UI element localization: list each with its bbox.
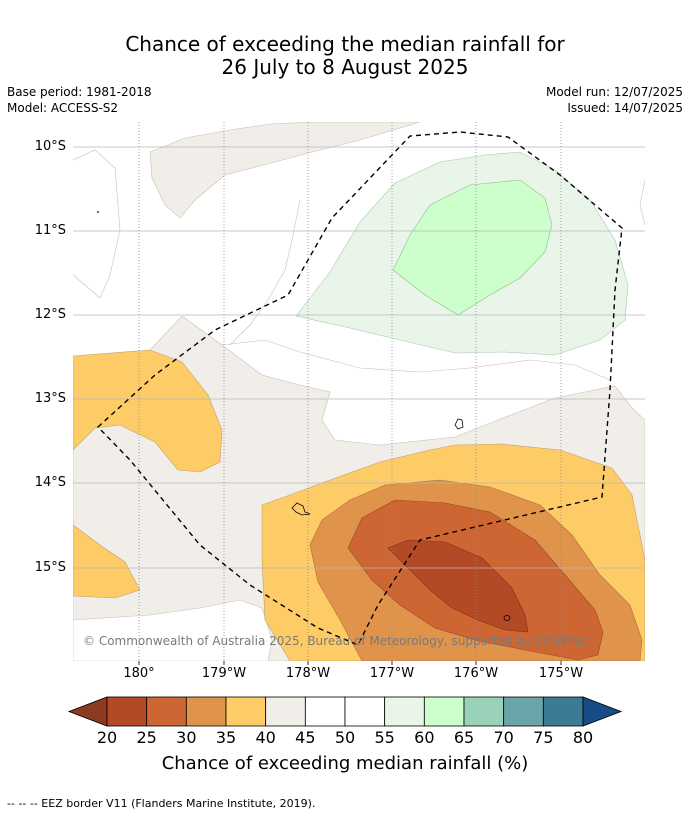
contour-line-east <box>639 179 645 226</box>
colorbar-segment <box>304 696 346 727</box>
colorbar-tick-label: 25 <box>136 728 157 747</box>
colorbar-segment <box>344 696 386 727</box>
colorbar-segment <box>265 696 306 727</box>
colorbar-segment <box>503 696 544 727</box>
lon-label-175w: 175°W <box>538 666 584 681</box>
contour-35-40-sw <box>73 524 141 599</box>
map-area: © Commonwealth of Australia 2025, Bureau… <box>73 122 645 661</box>
contour-line-mid <box>229 199 301 346</box>
base-period: Base period: 1981-2018 <box>7 85 152 99</box>
colorbar <box>67 696 623 727</box>
colorbar-tick-label: 40 <box>255 728 276 747</box>
colorbar-over-arrow <box>582 696 623 727</box>
colorbar-tick-label: 45 <box>295 728 316 747</box>
lon-label-179w: 179°W <box>201 666 247 681</box>
colorbar-segment <box>185 696 227 727</box>
model-run: Model run: 12/07/2025 <box>545 85 683 99</box>
eez-border <box>96 131 623 646</box>
lat-label-13s: 13°S <box>34 391 66 406</box>
axis-ticks <box>138 661 562 665</box>
colorbar-segment <box>384 696 425 727</box>
colorbar-tick-label: 55 <box>374 728 395 747</box>
lat-label-15s: 15°S <box>34 560 66 575</box>
colorbar-segment <box>542 696 584 727</box>
model-name: Model: ACCESS-S2 <box>7 101 119 115</box>
island-dot <box>97 211 99 213</box>
colorbar-tick-label: 60 <box>414 728 435 747</box>
colorbar-segment <box>423 696 465 727</box>
colorbar-tick-label: 70 <box>493 728 514 747</box>
colorbar-tick-label: 35 <box>215 728 237 747</box>
contour-line-north <box>73 149 121 299</box>
colorbar-under-arrow <box>67 696 108 727</box>
eez-footnote: -- -- -- EEZ border V11 (Flanders Marine… <box>7 797 316 810</box>
colorbar-tick-label: 80 <box>572 728 594 747</box>
lat-label-11s: 11°S <box>34 223 66 238</box>
island-west <box>291 502 311 516</box>
lon-label-180: 180° <box>123 666 155 681</box>
contour-35-40-west <box>73 349 223 473</box>
contour-20-25 <box>387 539 529 633</box>
colorbar-tick-label: 50 <box>334 728 356 747</box>
colorbar-segment <box>225 696 267 727</box>
lat-label-12s: 12°S <box>34 307 66 322</box>
copyright-note: © Commonwealth of Australia 2025, Bureau… <box>83 634 588 648</box>
map-title-line1: Chance of exceeding the median rainfall … <box>125 32 565 56</box>
colorbar-segment <box>463 696 505 727</box>
colorbar-title: Chance of exceeding median rainfall (%) <box>161 753 529 774</box>
lon-label-177w: 177°W <box>369 666 415 681</box>
colorbar-tick-label: 65 <box>453 728 475 747</box>
lon-label-178w: 178°W <box>285 666 331 681</box>
lat-label-14s: 14°S <box>34 475 66 490</box>
contour-40-45-north <box>149 122 421 219</box>
island-north <box>454 418 464 430</box>
lat-label-10s: 10°S <box>34 139 66 154</box>
issued-date: Issued: 14/07/2025 <box>567 101 683 115</box>
colorbar-segment <box>146 696 187 727</box>
colorbar-tick-label: 75 <box>533 728 554 747</box>
map-title-line2: 26 July to 8 August 2025 <box>221 55 469 79</box>
colorbar-segment <box>106 696 148 727</box>
island-south <box>503 615 511 621</box>
latitude-gridlines <box>73 146 645 569</box>
colorbar-tick-label: 20 <box>96 728 118 747</box>
contour-line-50 <box>221 339 611 381</box>
contour-white-sw <box>73 599 273 661</box>
colorbar-tick-label: 30 <box>176 728 197 747</box>
lon-label-176w: 176°W <box>453 666 499 681</box>
